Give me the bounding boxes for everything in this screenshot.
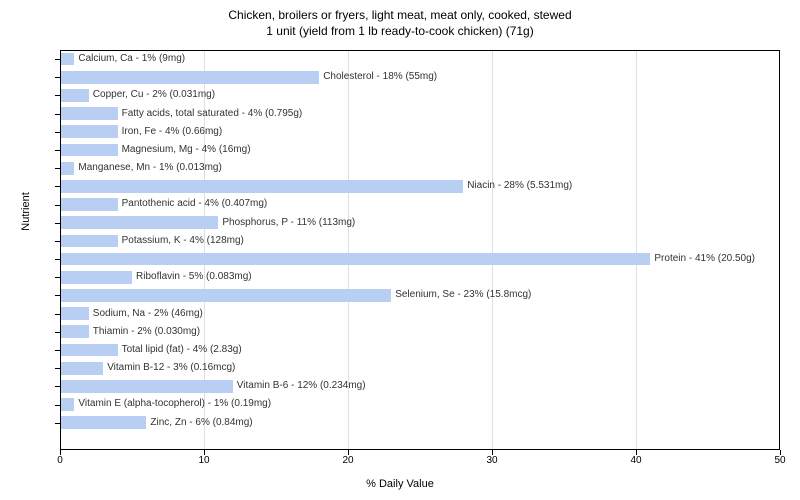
axis-frame [60,50,780,450]
title-line-2: 1 unit (yield from 1 lb ready-to-cook ch… [266,24,533,38]
x-tick-label: 10 [198,455,209,466]
title-line-1: Chicken, broilers or fryers, light meat,… [228,8,571,22]
x-tick-label: 40 [630,455,641,466]
x-tick-label: 50 [774,455,785,466]
x-tick-label: 30 [486,455,497,466]
nutrient-chart: Chicken, broilers or fryers, light meat,… [0,0,800,500]
x-tick-label: 20 [342,455,353,466]
x-tick-label: 0 [57,455,63,466]
plot-area: 01020304050Calcium, Ca - 1% (9mg)Cholest… [60,50,780,450]
x-axis-label: % Daily Value [0,478,800,490]
chart-title: Chicken, broilers or fryers, light meat,… [0,8,800,39]
y-axis-label: Nutrient [20,192,32,231]
